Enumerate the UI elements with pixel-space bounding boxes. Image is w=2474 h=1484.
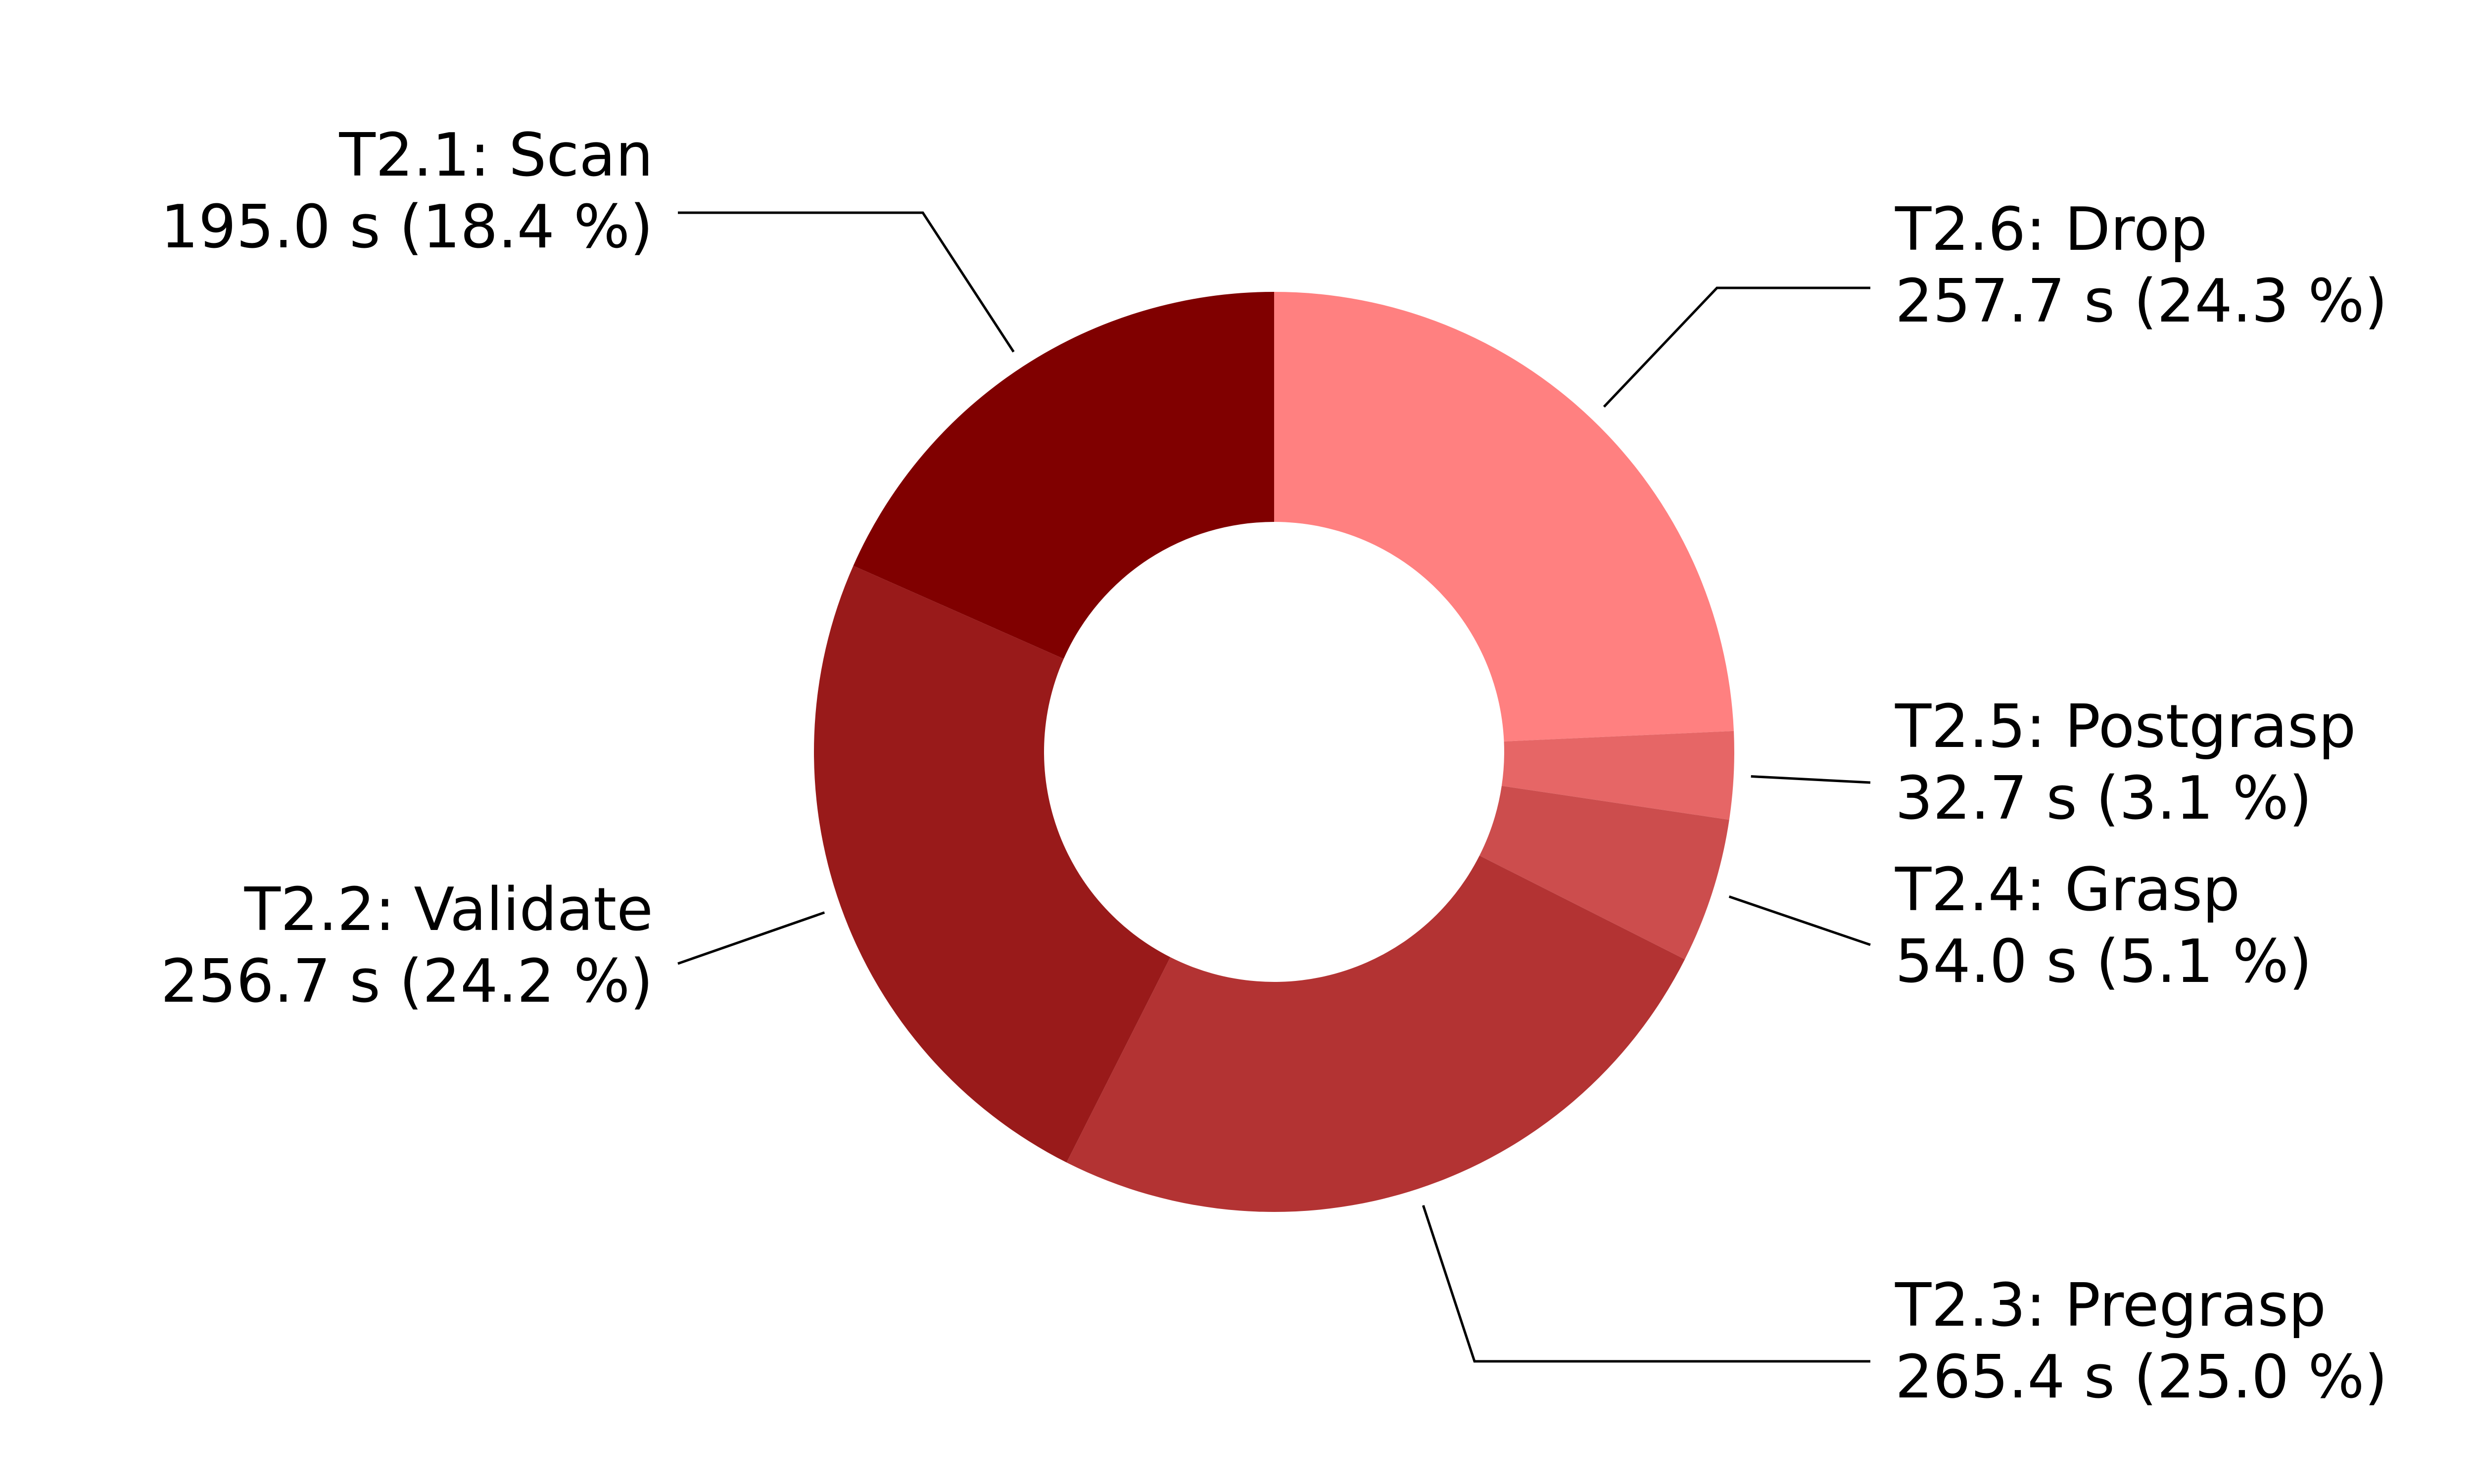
slices-group bbox=[813, 292, 1734, 1212]
slice-t2-5-postgrasp bbox=[1501, 731, 1734, 820]
leader-line-t2-4-grasp bbox=[1728, 895, 1871, 946]
slice-label-value: 256.7 s (24.2 %) bbox=[161, 947, 653, 1016]
slice-label-value: 195.0 s (18.4 %) bbox=[161, 193, 653, 262]
slice-label-name: T2.3: Pregrasp bbox=[1895, 1271, 2326, 1340]
slice-label-value: 265.4 s (25.0 %) bbox=[1895, 1343, 2387, 1412]
slice-label-value: 257.7 s (24.3 %) bbox=[1895, 267, 2387, 336]
slice-t2-6-drop bbox=[1274, 292, 1734, 742]
slice-label-name: T2.2: Validate bbox=[244, 876, 653, 944]
slice-t2-4-grasp bbox=[1479, 786, 1729, 960]
leader-line-t2-6-drop bbox=[1603, 286, 1870, 408]
slice-label-name: T2.6: Drop bbox=[1895, 195, 2207, 264]
slice-t2-2-validate bbox=[813, 565, 1171, 1163]
leader-line-t2-1-scan bbox=[678, 211, 1015, 353]
slice-label-name: T2.4: Grasp bbox=[1895, 856, 2240, 925]
leader-line-t2-2-validate bbox=[677, 911, 825, 965]
slice-label-name: T2.1: Scan bbox=[339, 121, 653, 190]
slice-label-value: 54.0 s (5.1 %) bbox=[1895, 928, 2312, 996]
slice-t2-3-pregrasp bbox=[1066, 855, 1685, 1212]
slice-label-value: 32.7 s (3.1 %) bbox=[1895, 764, 2312, 833]
slice-t2-1-scan bbox=[853, 292, 1274, 659]
slice-label-name: T2.5: Postgrasp bbox=[1895, 693, 2356, 761]
leader-line-t2-3-pregrasp bbox=[1422, 1205, 1870, 1363]
leader-lines-group bbox=[677, 211, 1871, 1363]
leader-line-t2-5-postgrasp bbox=[1751, 775, 1871, 784]
